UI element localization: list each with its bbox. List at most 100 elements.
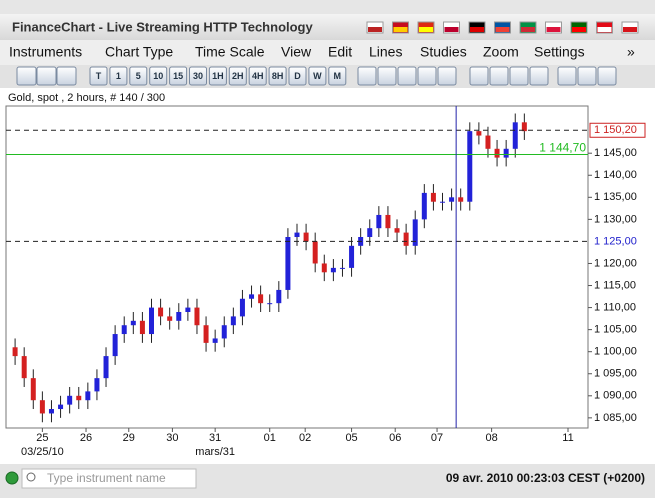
candle-body [312,241,318,264]
y-tick-label: 1 115,00 [594,279,636,291]
candle-body [521,122,527,132]
chart-type-button[interactable] [36,66,57,86]
candle-body [385,214,391,229]
date-label: mars/31 [195,446,235,458]
timescale-button[interactable] [208,66,227,86]
timescale-button[interactable] [129,66,148,86]
timescale-button[interactable] [288,66,307,86]
tool-button[interactable] [489,66,509,86]
menu-item[interactable]: Time Scale [195,44,265,60]
tool-button[interactable] [417,66,437,86]
x-tick-label: 08 [485,432,497,444]
x-tick-label: 25 [36,432,48,444]
tool-button[interactable] [397,66,417,86]
candle-body [303,232,309,242]
candle-body [285,237,291,290]
y-tick-label: 1 095,00 [594,368,637,380]
menu-item[interactable]: Zoom [483,44,519,60]
y-tick-label: 1 140,00 [594,169,637,181]
flag-detail [419,27,433,32]
timescale-button[interactable] [308,66,327,86]
menu-item[interactable]: Edit [328,44,352,60]
candle-body [440,201,445,203]
candle-body [512,122,518,149]
timescale-button[interactable] [268,66,287,86]
candle-body [249,294,255,299]
timescale-button[interactable] [109,66,128,86]
candle-body [503,148,509,158]
candle-body [239,298,245,317]
tool-button[interactable] [557,66,577,86]
candle-body [103,356,109,379]
flag-detail [597,27,612,32]
y-tick-label: 1 100,00 [594,346,637,358]
timescale-button[interactable] [328,66,347,86]
tool-button[interactable] [529,66,549,86]
toolbar-buttons: T 1 5 10 15 30 1H 2H 4H 8H D W M [16,66,617,86]
candle-body [294,232,300,238]
language-flags [366,21,639,34]
timescale-button[interactable] [228,66,247,86]
candle-body [467,131,473,202]
menu-item[interactable]: Instruments [9,44,82,60]
timescale-label: M [334,71,342,81]
menu-item[interactable]: Chart Type [105,44,173,60]
candle-body [112,334,118,357]
candle-body [85,391,91,401]
timescale-button[interactable] [149,66,168,86]
menu-item[interactable]: View [281,44,312,60]
timescale-label: 30 [193,71,203,81]
tool-button[interactable] [597,66,617,86]
timescale-button[interactable] [89,66,108,86]
candle-body [276,289,282,304]
search-field[interactable] [21,468,197,489]
flag-detail [495,27,510,32]
x-tick-label: 06 [389,432,401,444]
timescale-button[interactable] [169,66,188,86]
y-tick-label: 1 085,00 [594,412,637,424]
x-tick-label: 29 [123,432,135,444]
menu-item[interactable]: » [627,44,635,60]
tool-button[interactable] [577,66,597,86]
timescale-label: 4H [252,71,264,81]
menu-item[interactable]: Lines [369,44,402,60]
timescale-label: 1H [212,71,224,81]
tool-button[interactable] [469,66,489,86]
candle-body [194,307,200,326]
tool-button[interactable] [377,66,397,86]
menu-item[interactable]: Settings [534,44,585,60]
x-tick-label: 11 [562,432,573,444]
candle-body [367,228,373,238]
level-label: 1 144,70 [539,141,586,155]
candle-body [94,378,100,392]
menu-item[interactable]: Studies [420,44,467,60]
candle-body [458,197,464,202]
candle-body [339,267,345,269]
candle-body [185,307,191,312]
candle-body [394,228,400,233]
timescale-label: 2H [232,71,244,81]
candle-body [403,232,409,246]
tool-button[interactable] [357,66,377,86]
tool-button[interactable] [509,66,529,86]
candle-body [267,303,273,305]
timescale-button[interactable] [248,66,267,86]
candle-body [167,316,173,321]
candle-body [76,395,82,401]
x-tick-label: 01 [264,432,276,444]
level-label-box [589,122,646,138]
chart-type-button[interactable] [16,66,37,86]
tool-button[interactable] [437,66,457,86]
candle-body [321,263,327,273]
candle-body [39,400,45,414]
candle-body [139,320,145,335]
candle-body [149,307,154,335]
candle-body [130,320,136,326]
timescale-label: 5 [136,71,141,81]
y-tick-label: 1 130,00 [594,213,637,225]
flag-detail [393,27,408,32]
candle-body [494,148,500,158]
chart-type-button[interactable] [56,66,77,86]
timescale-button[interactable] [189,66,207,86]
